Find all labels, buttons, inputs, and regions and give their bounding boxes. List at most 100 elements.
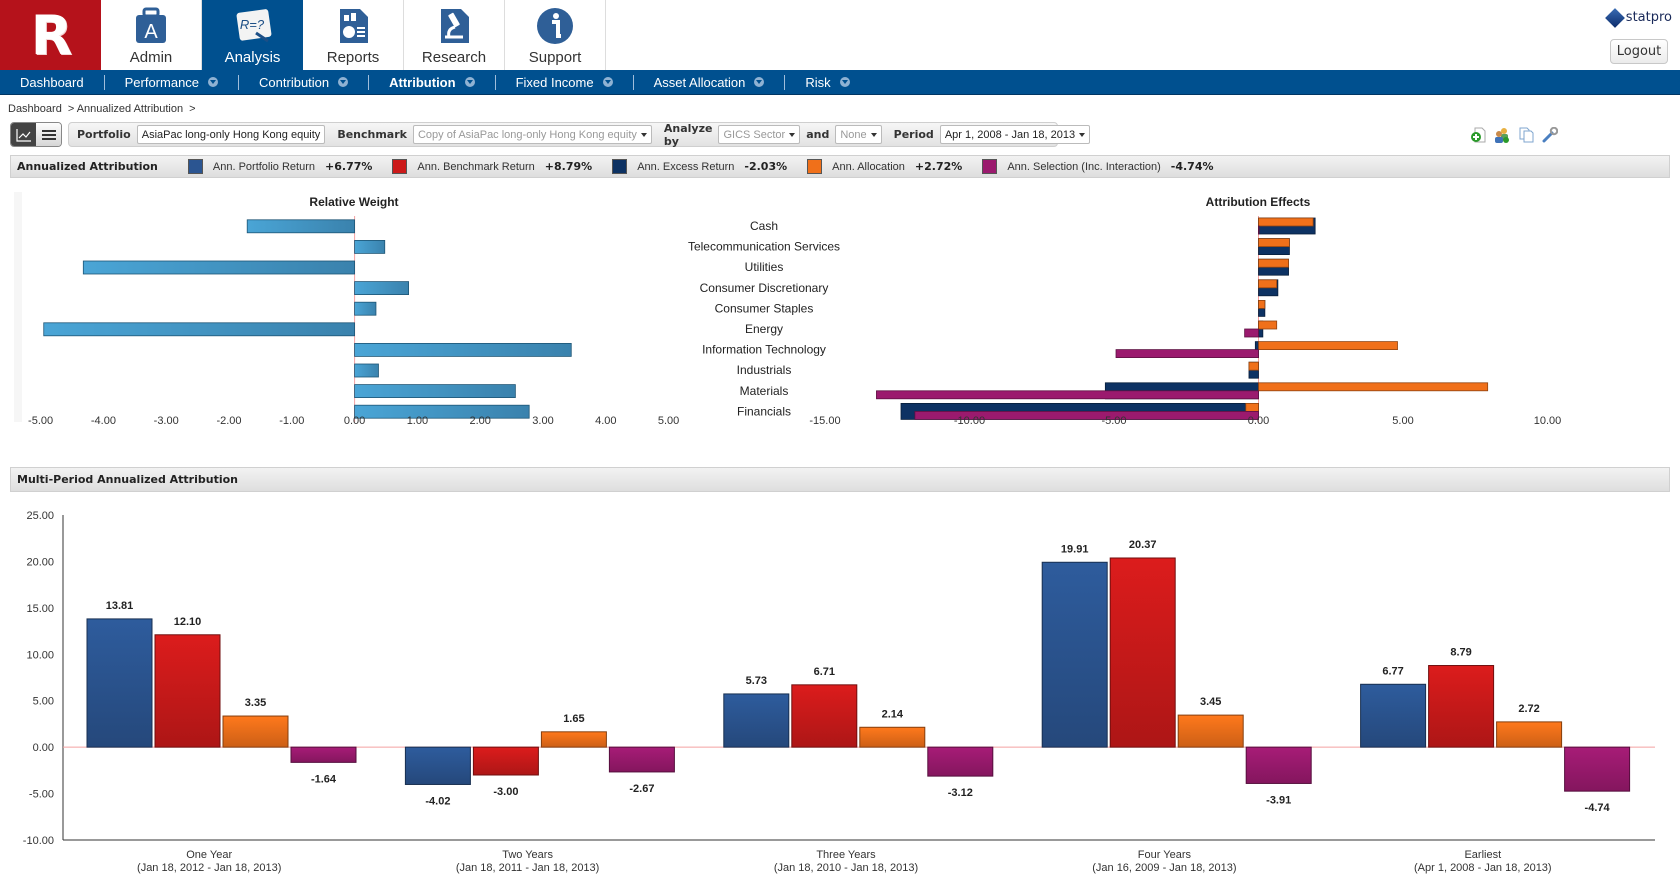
category-range-label: (Jan 18, 2010 - Jan 18, 2013) — [774, 862, 918, 874]
allocation-bar — [1258, 300, 1266, 309]
chart-view-button[interactable] — [11, 123, 36, 146]
report-icon — [340, 9, 368, 43]
period-label: Period — [893, 128, 934, 141]
secondary-analyze-select[interactable]: None — [835, 125, 882, 144]
data-label: 1.65 — [563, 713, 584, 725]
x-tick-label: -2.00 — [216, 415, 241, 427]
tool-icons — [1470, 126, 1559, 143]
tab-analysis[interactable]: R=? Analysis — [202, 0, 303, 70]
data-label: 20.37 — [1129, 539, 1157, 551]
relative-weight-bar — [82, 260, 355, 275]
allocation-bar — [1245, 402, 1259, 412]
category-label: Earliest — [1464, 849, 1501, 861]
add-page-icon[interactable] — [1470, 127, 1486, 143]
x-tick-label: 2.00 — [469, 415, 490, 427]
period-bar — [1564, 746, 1631, 792]
info-icon — [537, 8, 573, 44]
chevron-down-icon[interactable] — [464, 77, 475, 87]
data-label: -4.74 — [1585, 802, 1611, 814]
y-tick-label: -10.00 — [23, 835, 54, 847]
multi-period-chart: -10.00 -5.00 0.00 5.00 10.00 15.00 20.00 25.00 1… — [23, 510, 1655, 874]
tab-admin[interactable]: A Admin — [101, 0, 202, 70]
chevron-down-icon[interactable] — [338, 77, 349, 87]
y-tick-label: -5.00 — [29, 789, 54, 801]
portfolio-field[interactable]: AsiaPac long-only Hong Kong equity — [136, 125, 326, 144]
nav-dashboard[interactable]: Dashboard — [20, 74, 84, 90]
period-bar — [154, 634, 221, 748]
chevron-down-icon[interactable] — [208, 77, 219, 87]
category-label: Four Years — [1138, 849, 1192, 861]
y-tick-label: 20.00 — [26, 556, 54, 568]
add-users-icon[interactable] — [1494, 127, 1510, 143]
sector-label: Financials — [737, 404, 791, 418]
selection-bar — [1244, 328, 1259, 338]
nav-performance[interactable]: Performance — [105, 70, 238, 95]
chevron-down-icon[interactable] — [839, 77, 850, 87]
breadcrumb-dashboard[interactable]: Dashboard — [8, 103, 62, 115]
nav-separator — [632, 74, 634, 90]
x-tick-label: -10.00 — [954, 415, 985, 427]
data-label: 2.72 — [1518, 703, 1539, 715]
data-label: 2.14 — [882, 708, 904, 720]
statpro-diamond-icon — [1604, 7, 1625, 28]
dropdown-arrow-icon — [1079, 132, 1086, 137]
logout-button[interactable]: Logout — [1610, 39, 1668, 64]
category-label: Three Years — [816, 849, 876, 861]
data-label: -3.00 — [493, 786, 518, 798]
x-tick-label: 1.00 — [407, 415, 428, 427]
tab-research[interactable]: Research — [404, 0, 505, 70]
data-label: -3.12 — [948, 787, 973, 799]
sector-label: Consumer Discretionary — [700, 281, 829, 295]
sector-label: Utilities — [745, 260, 784, 274]
dropdown-arrow-icon — [789, 132, 796, 137]
x-tick-label: 3.00 — [532, 415, 553, 427]
relative-weight-bar — [43, 322, 355, 337]
breadcrumb-more[interactable]: > — [189, 103, 196, 115]
tab-reports[interactable]: Reports — [303, 0, 404, 70]
breadcrumb-annualized-attribution[interactable]: > Annualized Attribution — [67, 103, 184, 115]
x-tick-label: -1.00 — [279, 415, 304, 427]
period-bar — [1177, 714, 1244, 748]
wrench-icon[interactable] — [1542, 126, 1559, 143]
data-label: -3.91 — [1266, 794, 1291, 806]
nav-fixed-income[interactable]: Fixed Income — [496, 70, 633, 95]
benchmark-select[interactable]: Copy of AsiaPac long-only Hong Kong equi… — [412, 125, 652, 144]
legend-item: Ann. Selection (Inc. Interaction) -4.74% — [982, 159, 1214, 174]
allocation-bar — [1258, 341, 1398, 351]
benchmark-label: Benchmark — [337, 128, 407, 141]
chevron-down-icon[interactable] — [754, 77, 765, 87]
sector-label: Telecommunication Services — [688, 240, 840, 254]
x-tick-label: 0.00 — [344, 415, 365, 427]
nav-asset-allocation[interactable]: Asset Allocation — [634, 70, 785, 95]
relative-weight-chart: -5.00 -4.00 -3.00 -2.00 -1.00 0.00 1.00 2.00 3.0… — [28, 216, 679, 427]
period-bar — [222, 715, 289, 748]
tab-support[interactable]: Support — [505, 0, 606, 70]
legend-swatch — [982, 159, 998, 174]
table-view-button[interactable] — [36, 123, 61, 146]
sector-label: Materials — [740, 384, 789, 398]
analyze-by-select[interactable]: GICS Sector — [718, 125, 801, 144]
copy-icon[interactable] — [1518, 127, 1534, 143]
chevron-down-icon[interactable] — [602, 77, 613, 87]
period-select[interactable]: Apr 1, 2008 - Jan 18, 2013 — [939, 125, 1091, 144]
allocation-bar — [1258, 320, 1278, 330]
x-tick-label: 10.00 — [1534, 415, 1562, 427]
allocation-bar — [1258, 238, 1290, 247]
portfolio-label: Portfolio — [77, 128, 131, 141]
dropdown-arrow-icon — [640, 132, 647, 137]
period-bar — [791, 684, 858, 748]
nav-contribution[interactable]: Contribution — [239, 70, 368, 95]
legend-swatch — [807, 159, 823, 174]
legend-item: Ann. Portfolio Return +6.77% — [187, 159, 372, 174]
selection-bar — [1115, 349, 1259, 359]
legend-title: Annualized Attribution — [17, 160, 158, 173]
period-bar — [404, 746, 471, 785]
app-logo[interactable]: R — [0, 0, 101, 70]
nav-separator — [784, 74, 786, 90]
period-bar — [290, 746, 357, 763]
nav-risk[interactable]: Risk — [785, 70, 869, 95]
category-range-label: (Jan 18, 2012 - Jan 18, 2013) — [137, 862, 281, 874]
nav-attribution[interactable]: Attribution — [369, 70, 494, 95]
multi-period-plot: -10.00 -5.00 0.00 5.00 10.00 15.00 20.00 25.00 1… — [23, 510, 1655, 874]
period-bar — [1428, 665, 1495, 748]
